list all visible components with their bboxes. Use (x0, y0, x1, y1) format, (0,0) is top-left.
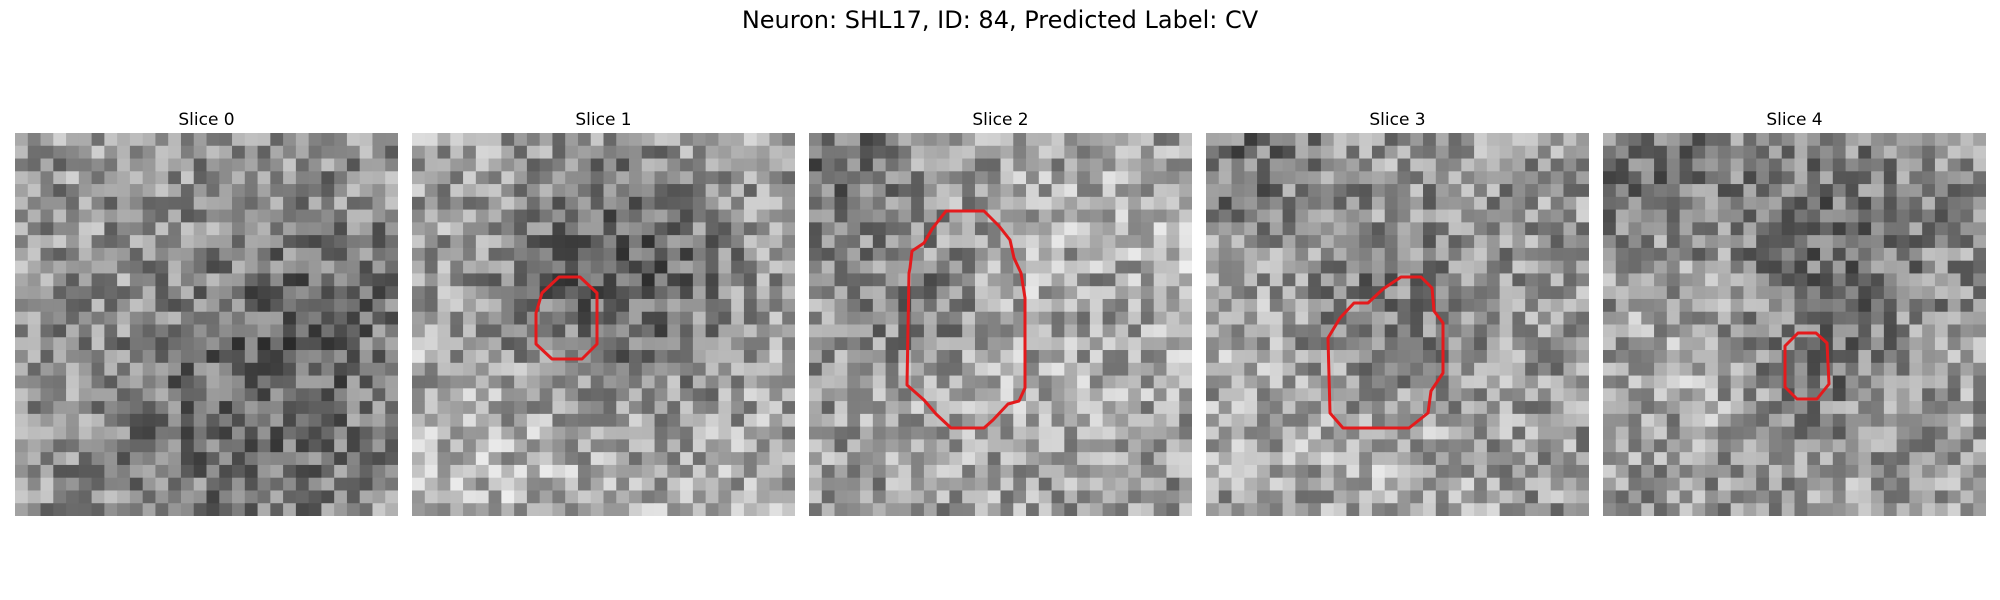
slice-title: Slice 2 (972, 110, 1029, 130)
slice-image (809, 133, 1192, 516)
slice-panel-0: Slice 0 (15, 108, 398, 516)
slice-title: Slice 1 (575, 110, 632, 130)
figure-title: Neuron: SHL17, ID: 84, Predicted Label: … (741, 6, 1259, 34)
slice-image (1603, 133, 1986, 516)
slice-panel-4: Slice 4 (1603, 108, 1986, 516)
slice-title: Slice 0 (178, 110, 235, 130)
slice-image (412, 133, 795, 516)
slice-image-canvas (1603, 133, 1986, 516)
slice-image-canvas (15, 133, 398, 516)
roi-contour (905, 209, 1027, 430)
roi-contour (1783, 331, 1831, 401)
roi-contour (1326, 275, 1445, 430)
slice-image (1206, 133, 1589, 516)
roi-contour (534, 275, 599, 361)
slice-image-canvas (1206, 133, 1589, 516)
slice-panel-3: Slice 3 (1206, 108, 1589, 516)
slice-title: Slice 3 (1369, 110, 1426, 130)
slice-image-canvas (809, 133, 1192, 516)
slice-panel-2: Slice 2 (809, 108, 1192, 516)
slice-image-canvas (412, 133, 795, 516)
slice-image (15, 133, 398, 516)
slice-panel-1: Slice 1 (412, 108, 795, 516)
slice-title: Slice 4 (1766, 110, 1823, 130)
